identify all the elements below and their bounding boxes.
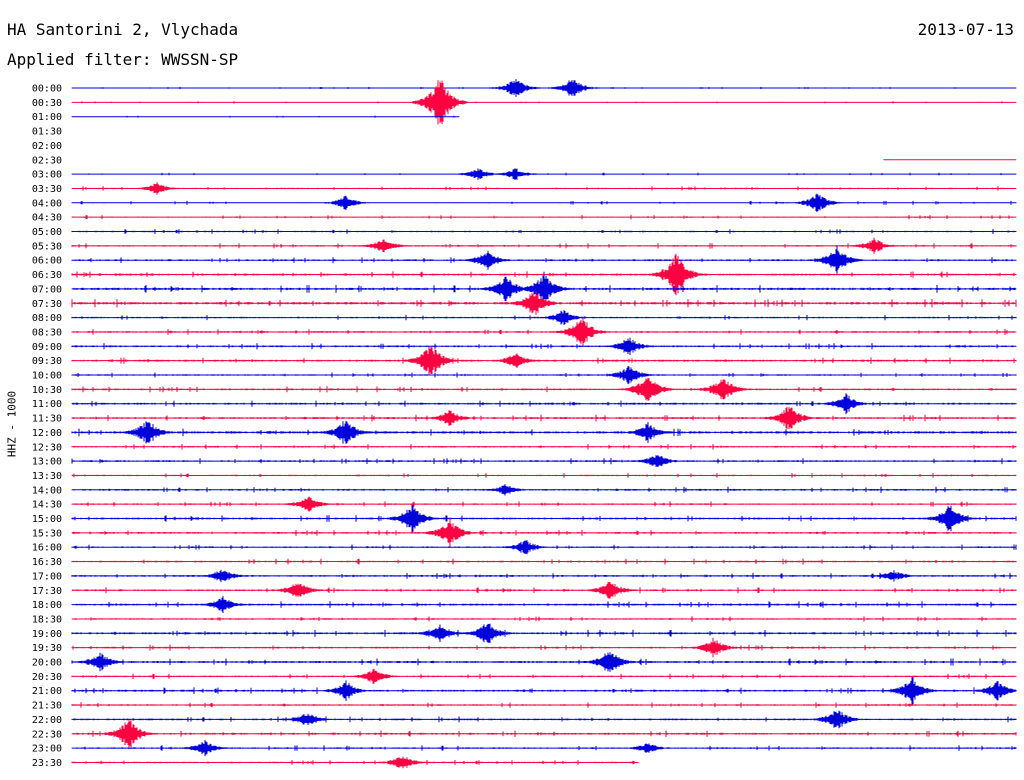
trace-line-2330 — [71, 756, 639, 769]
trace-line-1000 — [71, 365, 1017, 385]
trace-line-2030 — [71, 668, 1017, 684]
time-tick-label: 04:00 — [32, 198, 62, 209]
time-tick-label: 18:00 — [32, 600, 62, 611]
time-tick-label: 13:00 — [32, 457, 62, 468]
trace-line-0530 — [71, 237, 1017, 254]
trace-line-1200 — [71, 420, 1017, 444]
time-tick-label: 14:30 — [32, 500, 62, 511]
time-tick-label: 03:00 — [32, 170, 62, 181]
time-tick-label: 19:00 — [32, 629, 62, 640]
trace-line-0630 — [71, 253, 1017, 296]
trace-line-0500 — [71, 229, 1017, 234]
time-tick-label: 06:30 — [32, 270, 62, 281]
trace-line-0830 — [71, 317, 1017, 347]
time-tick-label: 21:30 — [32, 701, 62, 712]
time-tick-label: 01:30 — [32, 127, 62, 138]
trace-line-0230 — [883, 159, 1017, 161]
time-tick-label: 03:30 — [32, 184, 62, 195]
trace-line-1330 — [71, 473, 1017, 478]
trace-line-1500 — [71, 504, 1017, 533]
trace-line-1600 — [71, 540, 1017, 555]
time-tick-label: 10:00 — [32, 371, 62, 382]
trace-line-1800 — [71, 596, 1017, 613]
time-tick-label: 05:00 — [32, 227, 62, 238]
time-tick-label: 14:00 — [32, 485, 62, 496]
trace-line-1230 — [71, 444, 1017, 450]
time-tick-label: 02:00 — [32, 141, 62, 152]
trace-line-1400 — [71, 484, 1017, 496]
time-tick-label: 09:30 — [32, 356, 62, 367]
trace-line-0330 — [71, 182, 1017, 195]
time-tick-label: 02:30 — [32, 155, 62, 166]
trace-line-0800 — [71, 310, 1017, 325]
time-tick-label: 17:00 — [32, 571, 62, 582]
time-tick-label: 12:30 — [32, 442, 62, 453]
time-tick-label: 20:30 — [32, 672, 62, 683]
time-tick-label: 11:00 — [32, 399, 62, 410]
time-tick-label: 10:30 — [32, 385, 62, 396]
trace-line-2200 — [71, 710, 1017, 729]
time-tick-label: 23:00 — [32, 744, 62, 755]
trace-line-0900 — [71, 337, 1017, 355]
trace-line-1930 — [71, 637, 1017, 658]
station-title: HA Santorini 2, Vlychada — [7, 20, 239, 39]
time-tick-label: 09:00 — [32, 342, 62, 353]
trace-line-1100 — [71, 393, 1017, 415]
trace-line-1900 — [71, 623, 1017, 643]
time-tick-label: 01:00 — [32, 112, 62, 123]
time-tick-label: 00:00 — [32, 84, 62, 95]
trace-line-2300 — [71, 740, 1017, 757]
time-tick-label: 16:30 — [32, 557, 62, 568]
time-tick-label: 17:30 — [32, 586, 62, 597]
trace-line-2000 — [71, 652, 1017, 672]
trace-line-1130 — [71, 406, 1017, 430]
time-tick-label: 19:30 — [32, 643, 62, 654]
time-tick-label: 12:00 — [32, 428, 62, 439]
trace-line-1300 — [71, 455, 1017, 467]
time-tick-label: 11:30 — [32, 414, 62, 425]
time-tick-label: 23:30 — [32, 758, 62, 769]
trace-line-0300 — [71, 168, 1017, 180]
time-tick-label: 22:00 — [32, 715, 62, 726]
trace-line-0430 — [71, 214, 1017, 220]
trace-line-2130 — [71, 702, 1017, 708]
trace-line-1730 — [71, 581, 1017, 599]
time-tick-label: 06:00 — [32, 256, 62, 267]
trace-line-1030 — [71, 378, 1017, 401]
trace-line-0600 — [71, 246, 1017, 275]
time-tick-label: 15:00 — [32, 514, 62, 525]
time-tick-label: 18:30 — [32, 614, 62, 625]
time-tick-label: 07:30 — [32, 299, 62, 310]
time-tick-label: 08:00 — [32, 313, 62, 324]
date-label: 2013-07-13 — [917, 20, 1014, 39]
trace-line-0930 — [71, 346, 1017, 375]
time-tick-label: 21:00 — [32, 686, 62, 697]
time-tick-label: 08:30 — [32, 327, 62, 338]
time-tick-label: 20:00 — [32, 658, 62, 669]
trace-line-2230 — [71, 720, 1017, 748]
trace-line-2100 — [71, 676, 1017, 705]
trace-line-0100 — [71, 115, 460, 118]
time-tick-label: 22:30 — [32, 729, 62, 740]
time-tick-label: 00:30 — [32, 98, 62, 109]
trace-line-0700 — [71, 271, 1017, 307]
time-tick-label: 04:30 — [32, 213, 62, 224]
trace-line-1830 — [71, 616, 1017, 622]
time-tick-label: 05:30 — [32, 241, 62, 252]
trace-line-0000 — [71, 79, 1017, 97]
trace-line-0730 — [71, 291, 1017, 315]
filter-subtitle: Applied filter: WWSSN-SP — [7, 50, 239, 69]
time-tick-label: 13:30 — [32, 471, 62, 482]
time-tick-label: 15:30 — [32, 528, 62, 539]
trace-line-0030 — [71, 80, 1017, 125]
trace-line-1430 — [71, 496, 1017, 512]
trace-line-1530 — [71, 518, 1017, 548]
trace-line-1630 — [71, 558, 1017, 565]
time-tick-label: 07:00 — [32, 284, 62, 295]
time-tick-label: 16:00 — [32, 543, 62, 554]
trace-line-0400 — [71, 193, 1017, 212]
trace-line-1700 — [71, 569, 1017, 583]
